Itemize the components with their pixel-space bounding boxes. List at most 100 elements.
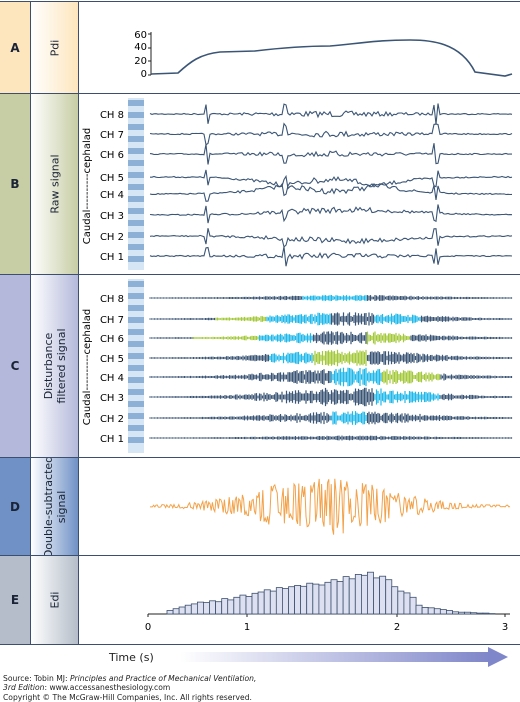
panel-letter-c: C <box>0 275 31 457</box>
edi-bar <box>179 607 185 614</box>
filtered-title-line1: Disturbance <box>42 328 55 403</box>
channel-label: CH 2 <box>100 232 124 243</box>
source-citation: Source: Tobin MJ: Principles and Practic… <box>3 674 256 702</box>
time-axis-label: Time (s) <box>109 651 154 664</box>
edi-bar <box>380 576 386 614</box>
time-tick-0: 0 <box>145 622 151 633</box>
panel-label-e: Edi <box>31 556 79 644</box>
edi-bar <box>428 608 434 614</box>
raw-trace <box>150 177 512 201</box>
edi-bar <box>355 574 361 614</box>
edi-title: Edi <box>48 592 61 609</box>
edi-bar <box>422 607 428 614</box>
edi-bar <box>276 588 282 614</box>
channel-label: CH 3 <box>100 211 124 222</box>
edi-bar <box>173 609 179 614</box>
edi-bar <box>440 610 446 614</box>
channel-label: CH 8 <box>100 294 124 305</box>
channel-label: CH 4 <box>100 373 124 384</box>
electrode-direction-label: Caudal----------cephalad <box>82 128 93 245</box>
letter-c-text: C <box>11 359 20 373</box>
double-subtracted-title: Double-subtracted signal <box>42 458 68 555</box>
source-url: : www.accessanesthesiology.com <box>44 683 170 692</box>
edi-bar <box>185 605 191 614</box>
edi-bar <box>343 577 349 614</box>
letter-a-text: A <box>10 41 19 55</box>
panel-letter-d: D <box>0 458 31 555</box>
edi-bar <box>477 613 483 614</box>
panel-letter-e: E <box>0 556 31 644</box>
time-tick-3: 3 <box>502 622 508 633</box>
edi-bar <box>446 611 452 615</box>
edi-bar <box>483 613 489 614</box>
edi-bar <box>331 580 337 614</box>
pdi-tick-20: 20 <box>134 56 147 67</box>
raw-signal-svg: CH 8CH 7CH 6CH 5CH 4CH 3CH 2CH 1Caudal--… <box>80 94 520 274</box>
panel-letter-a: A <box>0 2 31 93</box>
edi-svg: 0 1 2 3 <box>80 556 520 644</box>
edi-bar <box>301 586 307 614</box>
double-title-line1: Double-subtracted <box>42 458 55 555</box>
edi-bar <box>246 596 252 614</box>
channel-label: CH 2 <box>100 414 124 425</box>
edi-bar <box>434 609 440 614</box>
filtered-signal-svg: CH 8CH 7CH 6CH 5CH 4CH 3CH 2CH 1Caudal--… <box>80 275 520 457</box>
edi-bar <box>410 597 416 614</box>
pdi-tick-40: 40 <box>134 42 147 53</box>
edi-bar <box>252 593 258 614</box>
edi-bar <box>386 580 392 614</box>
filtered-title-line2: filtered signal <box>55 328 68 403</box>
electrode-strip <box>128 98 144 270</box>
edi-bar <box>374 578 380 614</box>
double-title-line2: signal <box>55 458 68 555</box>
electrode-strip <box>128 279 144 453</box>
filtered-signal-title: Disturbance filtered signal <box>42 328 68 403</box>
edi-bar <box>167 611 173 615</box>
edi-bar <box>191 604 197 614</box>
edi-bar <box>404 593 410 614</box>
raw-trace <box>150 143 512 164</box>
edi-bar <box>216 602 222 614</box>
pdi-svg: 60 40 20 0 <box>80 2 520 94</box>
edi-bar <box>228 600 234 614</box>
panel-d: D Double-subtracted signal <box>0 458 520 556</box>
edi-bar <box>453 612 459 614</box>
raw-signal-title: Raw signal <box>48 154 61 213</box>
edi-bar <box>258 592 264 614</box>
channel-label: CH 6 <box>100 334 124 345</box>
edi-bar <box>398 591 404 614</box>
time-arrow <box>180 646 510 668</box>
pdi-title: Pdi <box>48 39 61 56</box>
edi-bar <box>367 572 373 614</box>
source-prefix: Source: Tobin MJ: <box>3 674 70 683</box>
panel-label-a: Pdi <box>31 2 79 93</box>
edi-bar <box>313 584 319 614</box>
edi-bar <box>264 590 270 614</box>
edi-bar <box>325 582 331 614</box>
letter-e-text: E <box>11 593 19 607</box>
channel-label: CH 5 <box>100 354 124 365</box>
panel-letter-b: B <box>0 94 31 274</box>
raw-trace <box>150 124 512 145</box>
channel-label: CH 1 <box>100 252 124 263</box>
double-subtracted-svg <box>80 458 520 555</box>
edi-bar <box>289 587 295 614</box>
pdi-chart: 60 40 20 0 <box>80 2 520 93</box>
double-subtracted-chart <box>80 458 520 555</box>
edi-bar <box>210 601 216 614</box>
electrode-direction-label: Caudal----------cephalad <box>82 309 93 426</box>
edi-bar <box>197 602 203 614</box>
edi-chart: 0 1 2 3 <box>80 556 520 644</box>
edi-bar <box>203 603 209 614</box>
channel-label: CH 6 <box>100 150 124 161</box>
panel-a: A Pdi 60 40 20 0 <box>0 1 520 94</box>
edi-bar <box>222 599 228 614</box>
source-edition: 3rd Edition <box>3 683 44 692</box>
panel-label-b: Raw signal <box>31 94 79 274</box>
edi-bar <box>234 597 240 614</box>
raw-trace <box>150 205 512 224</box>
edi-bar <box>471 613 477 614</box>
edi-bar <box>319 585 325 614</box>
channel-label: CH 5 <box>100 173 124 184</box>
